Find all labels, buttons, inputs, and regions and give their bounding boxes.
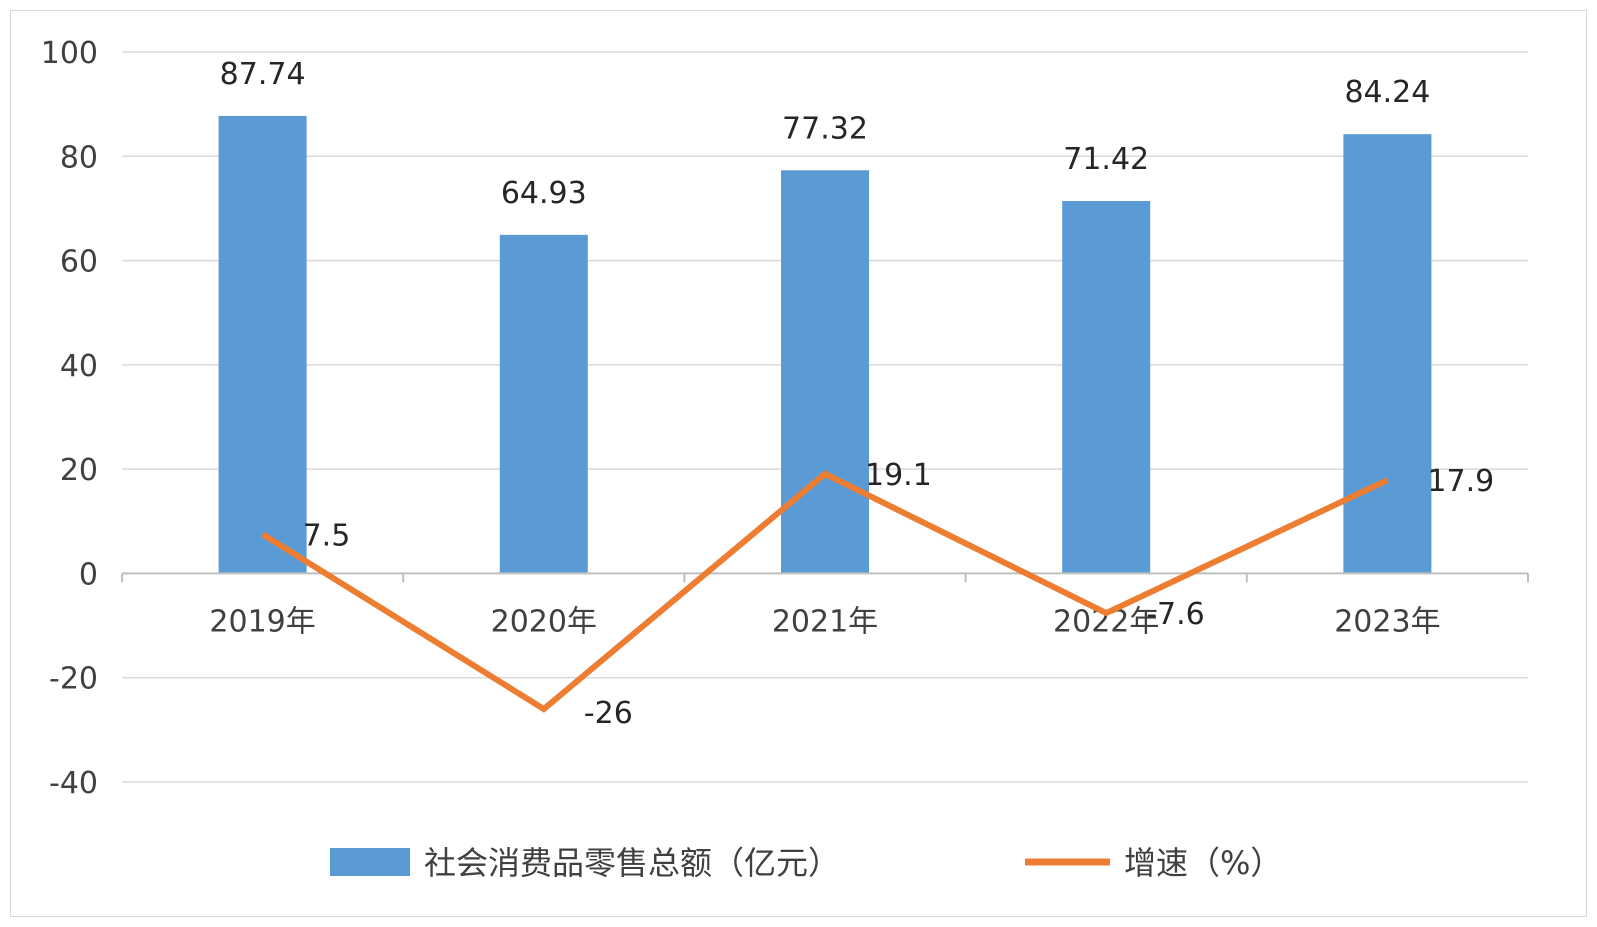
x-tick-label: 2022年 [1053,604,1159,639]
y-tick-label: -40 [49,766,98,801]
growth-value-label: -7.6 [1146,597,1205,632]
x-tick-label: 2020年 [491,604,597,639]
bar [1062,201,1151,574]
bar-series [218,115,1432,574]
bar [499,234,588,574]
bar-value-label: 64.93 [501,176,587,211]
bar [781,170,869,574]
y-tick-label: 20 [60,453,98,488]
growth-value-label: 7.5 [303,518,351,553]
bar-value-label: 87.74 [220,57,306,92]
y-tick-label: 80 [60,140,98,175]
growth-value-label: 19.1 [865,458,932,493]
legend: 社会消费品零售总额（亿元） 增速（%） [330,844,1282,882]
x-tick-label: 2023年 [1334,604,1440,639]
legend-bar-swatch [330,848,410,876]
bar-value-label: 84.24 [1344,75,1430,110]
bar-value-label: 71.42 [1063,142,1149,177]
growth-value-label: -26 [584,696,633,731]
y-tick-label: -20 [49,662,98,697]
bar [218,115,307,574]
growth-value-label: 17.9 [1427,464,1494,499]
y-tick-label: 40 [60,349,98,384]
bar-value-label: 77.32 [782,111,868,146]
data-labels: 87.74 64.93 77.32 71.42 84.24 7.5 -26 19.1 -7.6 1… [220,57,1495,731]
x-tick-label: 2019年 [209,604,315,639]
y-tick-label: 0 [79,557,98,592]
x-axis: 2019年 2020年 2021年 2022年 2023年 [121,572,1529,639]
bar [1343,134,1432,574]
y-tick-label: 100 [41,36,98,71]
legend-line-label: 增速（%） [1124,844,1282,882]
x-tick-label: 2021年 [772,604,878,639]
line-series [261,470,1389,713]
y-tick-label: 60 [60,245,98,280]
legend-bar-label: 社会消费品零售总额（亿元） [424,844,840,882]
